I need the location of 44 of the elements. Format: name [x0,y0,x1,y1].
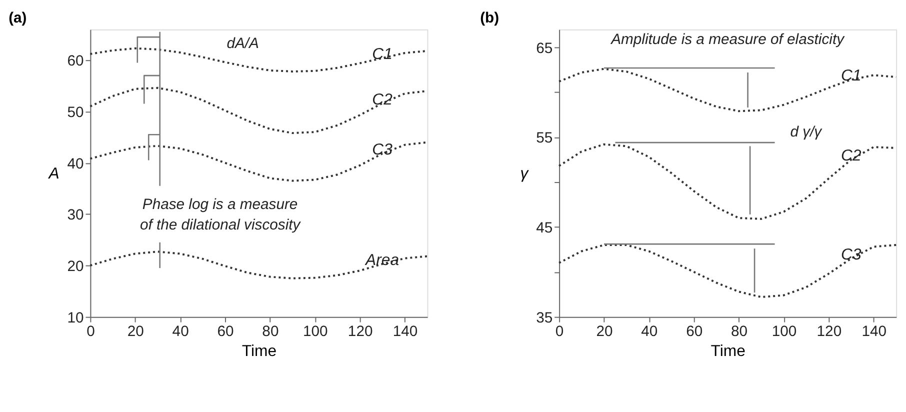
y-axis-title: A [48,166,60,183]
x-axis-title: Time [710,342,746,360]
chart-title: (b) [480,10,500,26]
annotation: Phase log is a measure [142,196,298,213]
x-tick-label: 140 [392,324,418,340]
x-tick-label: 80 [262,324,279,340]
annotation: of the dilational viscosity [140,218,302,234]
series-label: Area [364,252,400,269]
annotation: dA/A [226,36,260,52]
y-tick-label: 60 [67,54,84,70]
y-axis-title: γ [520,166,530,183]
x-tick-label: 40 [172,324,189,340]
y-tick-label: 45 [536,220,553,236]
x-tick-label: 100 [772,324,797,340]
series-label: C1 [372,46,392,64]
chart-title: (a) [8,10,27,26]
y-tick-label: 50 [67,104,84,121]
series-label: C3 [372,142,393,159]
x-tick-label: 40 [641,324,658,340]
x-tick-label: 100 [302,324,328,340]
y-tick-label: 40 [67,156,84,172]
x-tick-label: 140 [862,324,887,340]
y-tick-label: 35 [536,310,553,326]
annotation: d γ/γ [790,124,824,140]
series-label: C1 [841,68,862,85]
x-tick-label: 0 [555,324,564,340]
x-tick-label: 20 [127,324,144,340]
y-tick-label: 10 [67,310,84,326]
x-tick-label: 20 [596,324,613,340]
x-tick-label: 60 [217,324,234,340]
x-tick-label: 60 [686,324,703,340]
x-tick-label: 80 [731,324,748,340]
series-label: C3 [841,246,862,264]
series-label: C2 [841,148,862,165]
y-tick-label: 55 [536,130,553,147]
x-tick-label: 120 [348,324,373,340]
x-tick-label: 120 [816,324,842,340]
y-tick-label: 30 [67,208,84,224]
y-tick-label: 65 [536,40,553,57]
series-label: C2 [372,91,393,108]
x-axis-title: Time [242,342,277,360]
x-tick-label: 0 [86,324,95,340]
y-tick-label: 20 [67,258,84,275]
annotation: Amplitude is a measure of elasticity [610,32,846,48]
